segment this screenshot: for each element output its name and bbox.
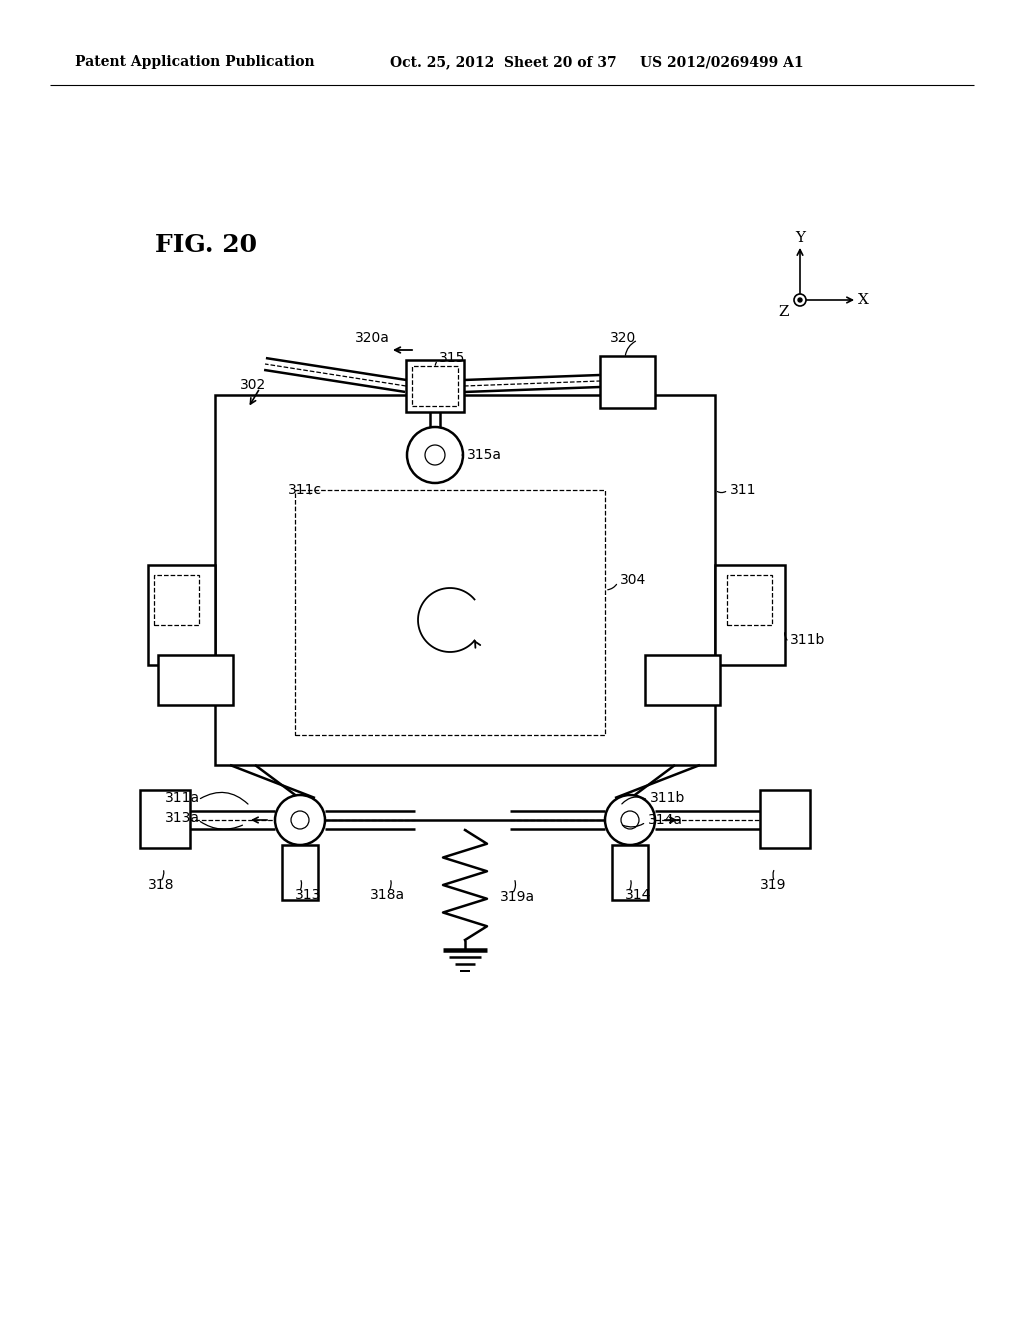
Circle shape: [407, 426, 463, 483]
Bar: [760, 789, 810, 847]
Bar: [412, 366, 458, 407]
Bar: [154, 576, 199, 624]
Text: Y: Y: [795, 231, 805, 246]
Text: 311a: 311a: [165, 791, 200, 805]
Circle shape: [291, 810, 309, 829]
Bar: [600, 356, 655, 408]
Text: X: X: [857, 293, 868, 308]
Text: FIG. 20: FIG. 20: [155, 234, 257, 257]
Text: 313a: 313a: [165, 810, 200, 825]
Circle shape: [605, 795, 655, 845]
Bar: [158, 655, 233, 705]
Bar: [148, 565, 215, 665]
Text: 320a: 320a: [355, 331, 390, 345]
Text: 311c: 311c: [288, 483, 323, 498]
Circle shape: [425, 445, 445, 465]
Bar: [282, 845, 318, 900]
Text: Oct. 25, 2012  Sheet 20 of 37: Oct. 25, 2012 Sheet 20 of 37: [390, 55, 616, 69]
Bar: [140, 789, 190, 847]
Circle shape: [275, 795, 325, 845]
Bar: [406, 360, 464, 412]
Text: 315a: 315a: [467, 447, 502, 462]
Bar: [215, 395, 715, 766]
Bar: [645, 655, 720, 705]
Bar: [612, 845, 648, 900]
Text: Z: Z: [778, 305, 790, 319]
Text: Patent Application Publication: Patent Application Publication: [75, 55, 314, 69]
Text: 311b: 311b: [650, 791, 685, 805]
Text: 319a: 319a: [500, 890, 536, 904]
Bar: [727, 576, 772, 624]
Text: 313: 313: [295, 888, 322, 902]
Text: 320: 320: [610, 331, 636, 345]
Text: 314: 314: [625, 888, 651, 902]
Text: 318: 318: [148, 878, 174, 892]
Bar: [295, 490, 605, 735]
Text: 311b: 311b: [790, 634, 825, 647]
Circle shape: [621, 810, 639, 829]
Text: 304: 304: [620, 573, 646, 587]
Text: 314a: 314a: [648, 813, 683, 828]
Text: 318a: 318a: [370, 888, 406, 902]
Text: 315: 315: [439, 351, 465, 366]
Text: 311: 311: [730, 483, 757, 498]
Text: 302: 302: [240, 378, 266, 392]
Text: US 2012/0269499 A1: US 2012/0269499 A1: [640, 55, 804, 69]
Text: 319: 319: [760, 878, 786, 892]
Circle shape: [798, 298, 802, 302]
Bar: [715, 565, 785, 665]
Circle shape: [794, 294, 806, 306]
